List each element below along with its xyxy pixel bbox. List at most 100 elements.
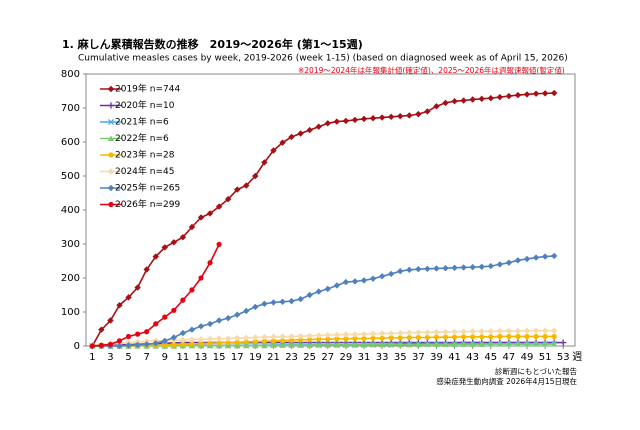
legend-label: 2020年 n=10 [115,99,175,111]
data-point [532,254,540,261]
data-point [460,97,467,104]
data-point [288,133,295,141]
data-point [215,335,223,342]
data-point [224,335,232,342]
data-point [469,328,476,335]
legend-marker [108,152,114,158]
data-point [378,330,386,337]
data-point [497,333,503,340]
data-point [415,265,422,273]
data-point [361,335,367,342]
note: ※2019～2024年は年報集計値(確定値)、2025～2026年は週報速報値(… [298,65,565,75]
data-point [360,115,368,123]
data-point [488,334,494,340]
x-tick-label: 27 [321,352,334,363]
data-point [551,340,558,347]
data-point [496,340,503,347]
x-tick-label: 3 [107,352,113,363]
data-point [541,90,549,97]
data-point [360,330,368,338]
data-point [288,337,295,343]
data-point [144,329,150,335]
data-point [397,268,404,275]
data-point [369,275,377,282]
data-point [451,98,458,105]
data-point [424,329,431,336]
data-point [188,336,196,343]
data-point [116,338,123,344]
legend-marker [108,201,114,208]
y-tick-label: 300 [61,239,80,250]
data-point [197,214,205,221]
data-point [270,333,277,341]
x-tick-label: 21 [267,352,280,363]
data-point [415,110,422,118]
data-point [433,328,440,336]
data-point [143,266,150,273]
data-point [270,299,277,306]
data-point [542,340,549,347]
data-point [243,307,250,315]
data-point [442,328,449,336]
x-tick-label: 43 [466,352,479,363]
data-point [406,341,413,348]
data-point [433,334,440,340]
data-point [333,118,341,125]
data-point [442,341,449,347]
y-tick-label: 700 [61,103,80,114]
data-point [505,259,513,266]
x-axis-label: 週 [572,351,582,363]
data-point [388,335,394,341]
data-point [153,321,159,327]
data-point [397,112,404,120]
x-tick-label: 45 [484,352,497,363]
data-point [179,234,187,241]
data-point [333,341,340,348]
data-point [224,195,232,203]
data-point [324,120,331,127]
data-point [234,186,241,193]
x-tick-label: 37 [412,352,425,363]
data-point [515,333,521,340]
data-point [334,336,340,342]
data-point [387,270,395,278]
data-point [152,253,159,260]
data-point [206,320,214,328]
data-point [487,340,494,347]
data-point [324,341,331,348]
data-point [406,112,413,119]
footnote: 感染症発生動向調査 2026年4月15日現在 [436,376,577,386]
data-point [469,341,476,347]
x-tick-label: 17 [231,352,244,363]
data-point [424,334,430,341]
data-point [134,341,141,349]
data-point [460,264,467,271]
data-point [351,341,359,348]
data-point [107,317,114,324]
data-point [171,307,177,313]
data-point [261,159,268,166]
legend-label: 2025年 n=265 [115,182,180,194]
data-point [505,327,513,335]
legend-marker [107,102,115,109]
legend-marker [107,168,115,175]
legend-label: 2023年 n=28 [115,149,175,161]
data-point [397,341,404,348]
data-point [270,338,277,344]
data-point [461,334,467,340]
data-point [451,328,458,335]
data-point [215,317,223,324]
x-tick-label: 51 [539,352,552,363]
x-tick-label: 9 [162,352,168,363]
y-tick-label: 500 [61,171,80,182]
data-point [478,95,485,103]
data-point [324,285,331,293]
data-point [234,339,240,345]
legend-marker [107,135,115,142]
data-point [415,334,421,341]
legend-marker [107,118,115,126]
data-point [496,327,504,335]
data-point [352,335,358,342]
data-point [415,341,422,348]
data-point [506,333,512,340]
